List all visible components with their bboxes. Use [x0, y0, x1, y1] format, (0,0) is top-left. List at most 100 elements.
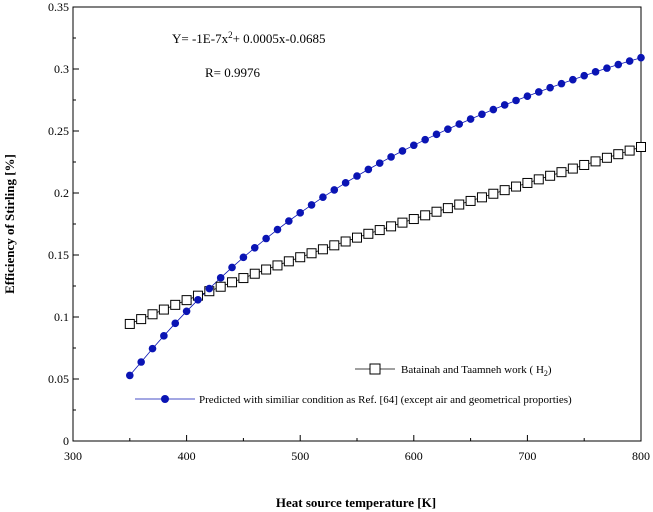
- data-point-circle: [603, 64, 611, 72]
- r-value-annotation: R= 0.9976: [205, 65, 261, 80]
- data-point-circle: [546, 83, 554, 92]
- legend-label-batainah-sub: 2: [544, 369, 548, 378]
- data-point-square: [454, 199, 465, 210]
- equation-exponent: 2: [228, 30, 233, 40]
- data-point-square: [567, 163, 578, 174]
- plot-frame: [72, 6, 642, 442]
- data-point-circle: [398, 147, 407, 155]
- y-axis-title: Efficiency of Stirling [%]: [2, 154, 17, 294]
- data-point-square: [158, 304, 169, 315]
- data-point-square: [545, 170, 556, 181]
- data-point-square: [181, 295, 192, 306]
- data-point-square: [249, 268, 260, 279]
- data-point-circle: [421, 135, 429, 144]
- data-point-circle: [126, 371, 134, 380]
- legend-label-batainah-suffix: ): [548, 364, 552, 376]
- data-point-circle: [194, 295, 202, 304]
- equation-annotation: Y= -1E-7x2+ 0.0005x-0.0685: [172, 30, 326, 46]
- legend-label-batainah-prefix: Batainah and Taamneh work ( H: [401, 364, 544, 376]
- equation-suffix: + 0.0005x-0.0685: [233, 31, 326, 46]
- series-line-0: [129, 146, 642, 325]
- data-point-circle: [489, 105, 498, 114]
- data-point-square: [636, 141, 646, 152]
- data-point-circle: [137, 358, 145, 366]
- data-point-circle: [285, 217, 293, 225]
- legend-marker-batainah: [369, 363, 381, 375]
- data-point-square: [522, 177, 533, 188]
- data-point-square: [340, 236, 351, 247]
- data-point-square: [499, 185, 510, 196]
- data-point-circle: [250, 244, 259, 252]
- data-point-square: [442, 203, 453, 214]
- legend-marker-predicted: [161, 395, 169, 403]
- legend: Batainah and Taamneh work ( H2) Predicte…: [135, 363, 572, 406]
- y-tick-label: 0.1: [54, 310, 69, 324]
- data-point-circle: [591, 68, 600, 76]
- y-tick-label: 0.15: [48, 248, 69, 262]
- x-axis-title: Heat source temperature [K]: [276, 495, 436, 510]
- x-tick-label: 400: [178, 449, 196, 463]
- data-point-circle: [512, 96, 520, 105]
- data-point-circle: [239, 253, 248, 262]
- axis-ticks: 300 400 500 600 700 800 0 0.05 0.1 0.15 0.2 0.25 0.3…: [48, 0, 650, 463]
- data-point-square: [488, 188, 499, 199]
- legend-label-predicted: Predicted with similiar condition as Ref…: [199, 394, 572, 406]
- data-point-circle: [330, 186, 339, 194]
- data-point-circle: [500, 101, 509, 109]
- data-point-square: [601, 152, 612, 163]
- data-point-square: [238, 273, 249, 284]
- data-point-square: [272, 260, 283, 271]
- data-point-square: [170, 299, 181, 310]
- data-point-square: [556, 167, 567, 178]
- data-point-circle: [557, 79, 566, 88]
- x-tick-label: 300: [64, 449, 82, 463]
- data-point-circle: [182, 307, 191, 316]
- data-point-square: [329, 240, 340, 251]
- data-point-circle: [171, 319, 180, 328]
- data-point-square: [386, 221, 397, 232]
- data-point-circle: [523, 92, 532, 100]
- data-point-square: [511, 181, 522, 192]
- data-point-square: [283, 256, 294, 267]
- data-point-circle: [148, 344, 157, 353]
- series-lines: [129, 57, 642, 376]
- y-tick-label: 0.2: [54, 186, 69, 200]
- data-point-circle: [216, 274, 225, 282]
- data-point-circle: [307, 201, 316, 209]
- y-tick-label: 0: [63, 434, 69, 448]
- data-point-circle: [625, 57, 634, 65]
- data-point-circle: [466, 115, 475, 123]
- data-point-circle: [319, 193, 327, 202]
- data-point-square: [295, 252, 306, 263]
- y-tick-label: 0.25: [48, 124, 69, 138]
- data-point-circle: [341, 179, 350, 187]
- y-tick-label: 0.05: [48, 372, 69, 386]
- data-point-circle: [375, 159, 384, 167]
- data-point-square: [136, 314, 147, 325]
- data-point-square: [533, 174, 544, 185]
- data-point-circle: [455, 120, 464, 128]
- y-tick-label: 0.35: [48, 0, 69, 14]
- x-tick-label: 800: [632, 449, 650, 463]
- data-point-square: [227, 277, 238, 288]
- data-point-square: [420, 210, 431, 221]
- data-point-square: [147, 309, 158, 320]
- data-point-circle: [637, 53, 645, 62]
- data-point-square: [624, 145, 635, 156]
- series-markers: [124, 53, 646, 380]
- data-point-circle: [262, 234, 270, 243]
- data-point-circle: [614, 60, 623, 69]
- data-point-circle: [205, 284, 214, 293]
- equation-prefix: Y= -1E-7x: [172, 31, 229, 46]
- data-point-circle: [444, 125, 452, 133]
- data-point-circle: [387, 153, 395, 161]
- data-point-circle: [534, 88, 543, 96]
- data-point-square: [215, 281, 226, 292]
- data-point-square: [613, 149, 624, 160]
- data-point-circle: [228, 263, 236, 272]
- data-point-square: [590, 156, 601, 167]
- data-point-square: [476, 192, 487, 203]
- x-tick-label: 600: [405, 449, 423, 463]
- data-point-circle: [273, 225, 282, 234]
- data-point-square: [317, 244, 328, 255]
